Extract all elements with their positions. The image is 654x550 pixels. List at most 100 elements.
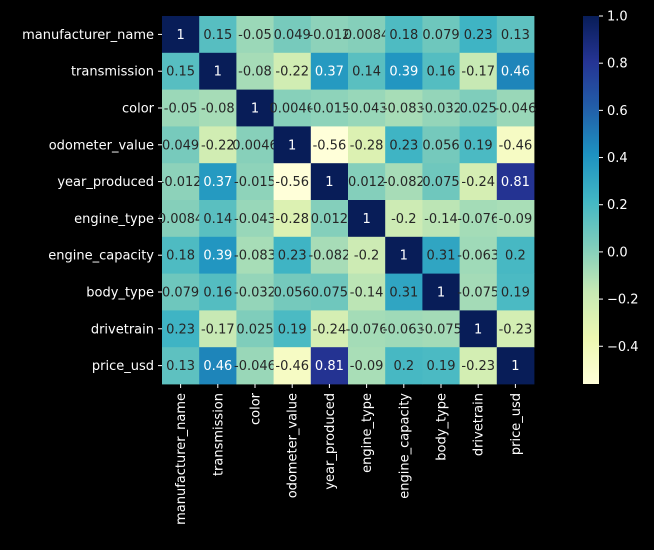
heatmap-cell	[199, 236, 237, 274]
heatmap-cell	[459, 310, 498, 348]
cell-value-label: -0.083	[383, 102, 425, 117]
heatmap-cell	[236, 126, 274, 164]
heatmap-cell	[348, 273, 386, 311]
cell-value-label: -0.075	[420, 322, 462, 337]
heatmap-cell	[496, 52, 535, 90]
y-tick-label: manufacturer_name	[22, 28, 154, 43]
cell-value-label: 0.18	[166, 249, 195, 264]
cell-value-label: 0.0046	[232, 138, 278, 153]
cell-value-label: -0.56	[275, 175, 309, 190]
cell-value-label: 1	[325, 175, 333, 190]
cell-value-label: 0.46	[501, 65, 530, 80]
y-tick-label: price_usd	[92, 359, 154, 374]
cell-value-label: 0.0046	[269, 102, 315, 117]
cell-value-label: -0.043	[234, 212, 276, 227]
heatmap-cell	[422, 236, 460, 274]
heatmap-cell	[273, 163, 312, 201]
heatmap-cell	[422, 273, 460, 311]
heatmap-cell	[310, 347, 349, 385]
cell-value-label: 0.37	[203, 175, 232, 190]
heatmap-cell	[422, 126, 460, 164]
colorbar-tick-label: 0.2	[607, 198, 628, 213]
cell-value-label: 0.31	[389, 286, 418, 301]
heatmap-cell	[348, 236, 386, 274]
cell-value-label: 0.079	[162, 286, 199, 301]
heatmap-cell	[385, 163, 423, 201]
cell-value-label: -0.046	[234, 359, 276, 374]
heatmap-cell	[422, 310, 460, 348]
heatmap-cell	[348, 200, 386, 238]
x-tick-label: drivetrain	[472, 393, 487, 456]
x-tick-label: transmission	[211, 393, 226, 476]
cell-value-label: 1	[362, 212, 370, 227]
cell-value-label: 0.23	[278, 249, 307, 264]
colorbar-tick-label: 0.6	[607, 104, 628, 119]
heatmap-cell	[496, 16, 535, 54]
cell-value-label: 1	[400, 249, 408, 264]
heatmap-cell	[348, 52, 386, 90]
heatmap-cell	[385, 347, 423, 385]
heatmap-cell	[459, 126, 498, 164]
heatmap-cell	[310, 52, 349, 90]
cell-value-label: 0.16	[427, 65, 456, 80]
heatmap-cell	[385, 89, 423, 127]
heatmap-cell	[496, 89, 535, 127]
heatmap-cell	[236, 200, 274, 238]
heatmap-cell	[162, 273, 200, 311]
cell-value-label: -0.063	[457, 249, 499, 264]
y-tick-label: year_produced	[57, 175, 154, 190]
cell-value-label: -0.22	[201, 138, 235, 153]
heatmap-cell	[273, 89, 312, 127]
cell-value-label: -0.015	[234, 175, 276, 190]
y-tick-label: engine_capacity	[48, 249, 154, 264]
x-tick-label: year_produced	[323, 393, 338, 490]
cell-value-label: 0.39	[203, 249, 232, 264]
heatmap-cell	[385, 52, 423, 90]
cell-value-label: -0.24	[313, 322, 347, 337]
cell-value-label: -0.17	[461, 65, 495, 80]
heatmap-cell	[236, 236, 274, 274]
cell-value-label: -0.09	[499, 212, 533, 227]
colorbar-gradient	[583, 16, 599, 384]
heatmap-cell	[236, 52, 274, 90]
heatmap-cell	[310, 273, 349, 311]
cell-value-label: 1	[437, 286, 445, 301]
cell-value-label: 1	[251, 102, 259, 117]
cell-value-label: 0.15	[203, 28, 232, 43]
heatmap-cell	[273, 273, 312, 311]
cell-value-label: 0.13	[501, 28, 530, 43]
cell-value-label: -0.082	[308, 249, 350, 264]
cell-value-label: 0.079	[422, 28, 459, 43]
heatmap-cell	[348, 126, 386, 164]
cell-value-label: 0.012	[311, 212, 348, 227]
cell-value-label: -0.22	[275, 65, 309, 80]
cell-value-label: 0.14	[203, 212, 232, 227]
cell-value-label: 1	[214, 65, 222, 80]
colorbar-tick-label: 0.0	[607, 245, 628, 260]
heatmap-cell	[236, 347, 274, 385]
heatmap-cell	[162, 200, 200, 238]
cell-value-label: 0.18	[389, 28, 418, 43]
cell-value-label: -0.012	[160, 175, 202, 190]
cell-value-label: -0.063	[383, 322, 425, 337]
cell-value-label: -0.56	[313, 138, 347, 153]
cell-value-label: 0.19	[501, 286, 530, 301]
cell-value-label: 0.056	[274, 286, 311, 301]
heatmap-cell	[459, 52, 498, 90]
heatmap-cell	[273, 16, 312, 54]
cell-value-label: -0.23	[499, 322, 533, 337]
cell-value-label: -0.46	[499, 138, 533, 153]
x-tick-label: odometer_value	[286, 393, 301, 498]
heatmap-cell	[422, 89, 460, 127]
cell-value-label: 0.2	[505, 249, 526, 264]
x-tick-label: engine_capacity	[397, 393, 412, 499]
heatmap-cell	[496, 163, 535, 201]
heatmap-cell	[459, 347, 498, 385]
cell-value-label: -0.14	[424, 212, 458, 227]
cell-value-label: 0.16	[203, 286, 232, 301]
heatmap-cell	[236, 273, 274, 311]
colorbar-tick-label: 0.8	[607, 57, 628, 72]
heatmap-cell	[348, 163, 386, 201]
heatmap-cell	[199, 52, 237, 90]
